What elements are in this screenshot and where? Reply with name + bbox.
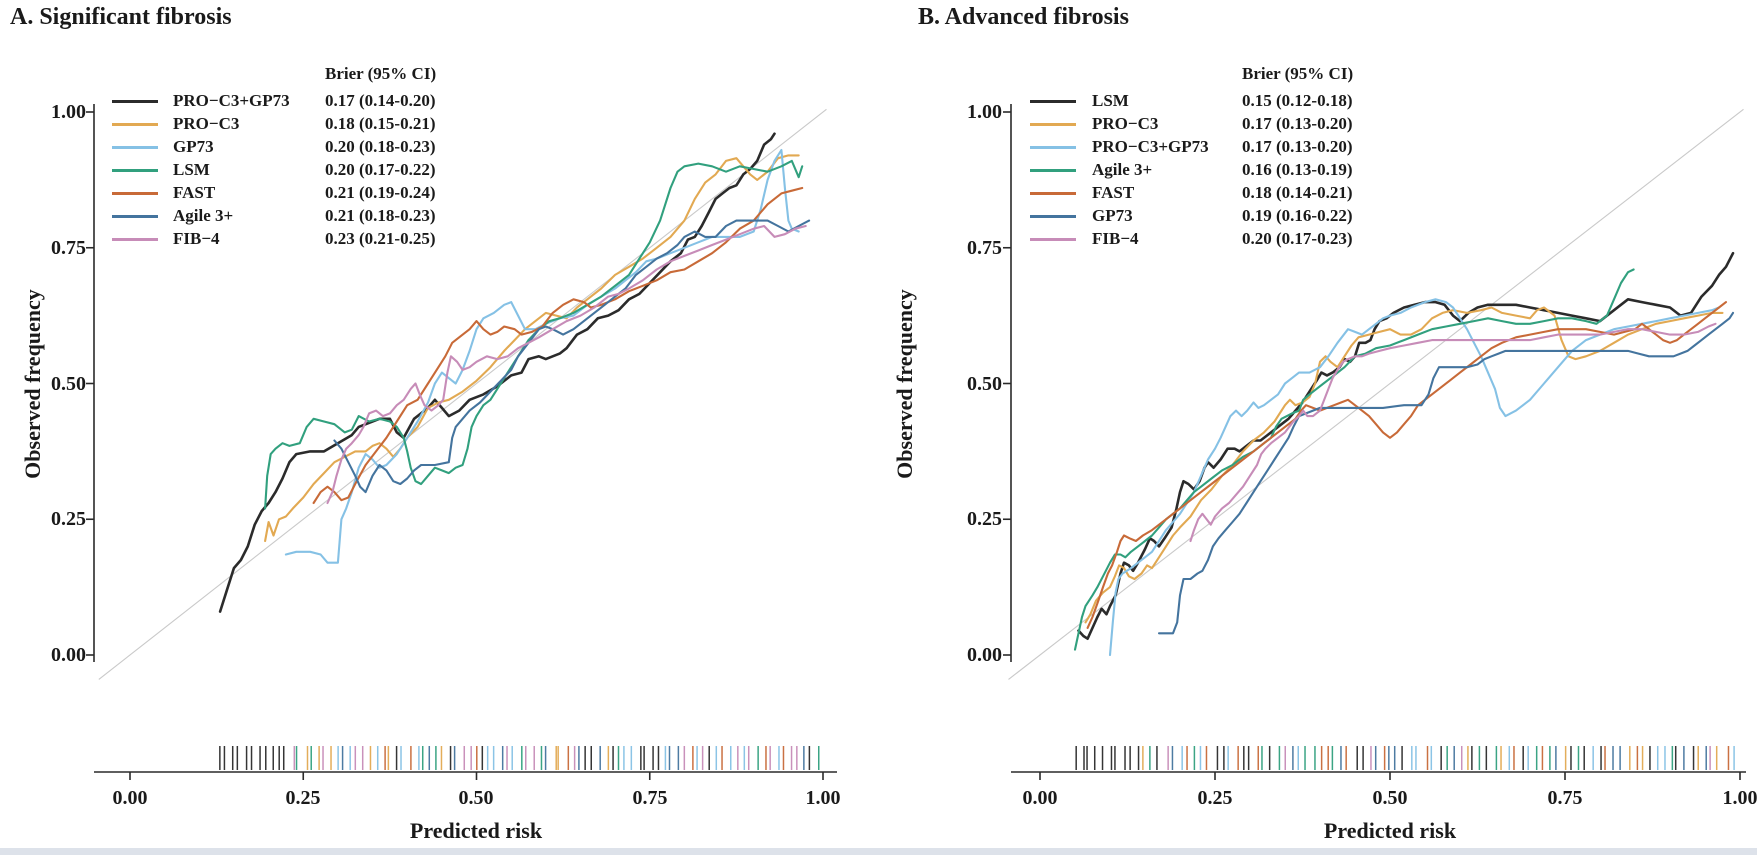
legend-series-label: LSM [173,160,210,179]
calibration-curve-FAST [1086,301,1728,629]
panel-b-y-tick: 0.75 [967,237,1002,259]
calibration-curve-FIB−4 [1189,322,1717,543]
panel-a-title: A. Significant fibrosis [10,4,232,30]
calibration-curve-LSM [1077,251,1735,641]
legend-brier-value: 0.17 (0.13-0.20) [1242,114,1353,133]
panel-b-x-axis-label: Predicted risk [1323,818,1457,843]
legend-swatch [1030,100,1076,103]
legend-brier-value: 0.21 (0.18-0.23) [325,206,436,225]
panel-b-x-tick: 1.00 [1722,787,1757,809]
calibration-curve-PRO−C3+GP73 [218,132,776,613]
legend-series-label: Agile 3+ [1092,160,1153,179]
legend-brier-value: 0.21 (0.19-0.24) [325,183,436,202]
panel-a-y-tick: 0.00 [51,644,86,666]
panel-a-x-tick: 0.25 [285,787,321,809]
panel-a-x-tick: 1.00 [805,787,841,809]
legend-series-label: GP73 [173,137,214,156]
panel-a-y-tick: 0.50 [51,373,86,395]
legend-series-label: FIB−4 [1092,229,1139,248]
legend-series-label: LSM [1092,91,1129,110]
legend-brier-value: 0.19 (0.16-0.22) [1242,206,1353,225]
legend-swatch [1030,238,1076,241]
legend-swatch [112,169,158,172]
calibration-curve-Agile-3+ [333,219,811,494]
panel-b-x-tick: 0.25 [1197,787,1233,809]
legend-brier-value: 0.17 (0.13-0.20) [1242,137,1353,156]
calibration-curve-GP73 [1157,311,1735,635]
calibration-curve-PRO−C3+GP73 [1108,298,1721,657]
calibration-curve-Agile-3+ [1073,268,1635,651]
panel-a-legend-header: Brier (95% CI) [325,64,437,83]
panel-b-x-tick: 0.50 [1372,787,1408,809]
legend-brier-value: 0.16 (0.13-0.19) [1242,160,1353,179]
panel-b-legend-header: Brier (95% CI) [1242,64,1354,83]
calibration-curve-PRO−C3 [1084,306,1724,624]
legend-swatch [1030,215,1076,218]
legend-swatch [112,192,158,195]
legend-series-label: FAST [173,183,216,202]
panel-b-y-tick: 0.25 [967,508,1002,530]
panel-a-x-tick: 0.75 [632,787,668,809]
bottom-edge-strip [0,848,1757,855]
legend-series-label: PRO−C3 [173,114,240,133]
legend-series-label: Agile 3+ [173,206,234,225]
panel-b-x-tick: 0.75 [1547,787,1583,809]
legend-swatch [112,238,158,241]
legend-swatch [112,123,158,126]
legend-series-label: PRO−C3+GP73 [1092,137,1209,156]
legend-swatch [112,146,158,149]
calibration-curve-FIB−4 [326,224,807,505]
panel-a-y-tick: 1.00 [51,101,86,123]
legend-brier-value: 0.17 (0.14-0.20) [325,91,436,110]
panel-b-y-tick: 1.00 [967,101,1002,123]
legend-series-label: FAST [1092,183,1135,202]
panel-a-y-tick: 0.25 [51,508,86,530]
panel-b-y-axis-label: Observed frequency [892,289,917,479]
panel-a-x-tick: 0.00 [112,787,148,809]
panel-a-x-tick: 0.50 [458,787,494,809]
legend-brier-value: 0.20 (0.18-0.23) [325,137,436,156]
legend-series-label: GP73 [1092,206,1133,225]
panel-a-y-tick: 0.75 [51,237,86,259]
legend-swatch [1030,192,1076,195]
legend-brier-value: 0.20 (0.17-0.23) [1242,229,1353,248]
legend-series-label: FIB−4 [173,229,220,248]
legend-brier-value: 0.18 (0.15-0.21) [325,114,436,133]
legend-series-label: PRO−C3+GP73 [173,91,290,110]
panel-b-title: B. Advanced fibrosis [918,4,1129,30]
legend-brier-value: 0.20 (0.17-0.22) [325,160,436,179]
legend-swatch [112,215,158,218]
legend-swatch [1030,123,1076,126]
legend-swatch [1030,169,1076,172]
panel-b-y-tick: 0.00 [967,644,1002,666]
legend-brier-value: 0.18 (0.14-0.21) [1242,183,1353,202]
panel-a-x-axis-label: Predicted risk [409,818,543,843]
legend-swatch [112,100,158,103]
legend-series-label: PRO−C3 [1092,114,1159,133]
legend-brier-value: 0.15 (0.12-0.18) [1242,91,1353,110]
legend-swatch [1030,146,1076,149]
panel-b-y-tick: 0.50 [967,373,1002,395]
legend-brier-value: 0.23 (0.21-0.25) [325,229,436,248]
panel-b-x-tick: 0.00 [1022,787,1058,809]
